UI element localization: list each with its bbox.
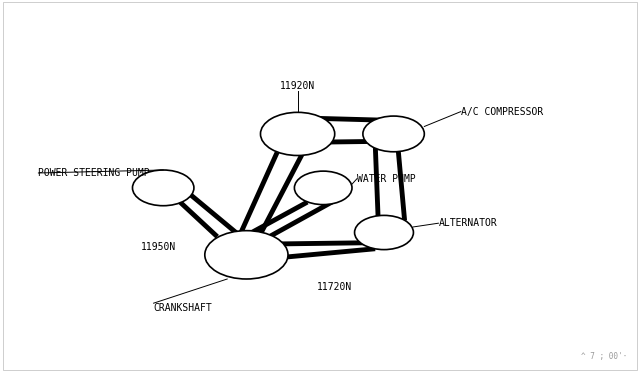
Circle shape xyxy=(205,231,288,279)
Circle shape xyxy=(294,171,352,205)
Text: 11720N: 11720N xyxy=(317,282,352,292)
Circle shape xyxy=(132,170,194,206)
Text: ALTERNATOR: ALTERNATOR xyxy=(438,218,497,228)
Text: CRANKSHAFT: CRANKSHAFT xyxy=(154,303,212,313)
Text: 11950N: 11950N xyxy=(141,243,176,252)
Circle shape xyxy=(260,112,335,155)
Text: POWER STEERING PUMP: POWER STEERING PUMP xyxy=(38,168,150,178)
Text: WATER PUMP: WATER PUMP xyxy=(357,174,416,183)
Text: A/C COMPRESSOR: A/C COMPRESSOR xyxy=(461,107,543,116)
Circle shape xyxy=(363,116,424,152)
Text: ^ 7 ; 00'·: ^ 7 ; 00'· xyxy=(581,352,627,361)
Circle shape xyxy=(355,215,413,250)
Text: 11920N: 11920N xyxy=(280,81,316,91)
